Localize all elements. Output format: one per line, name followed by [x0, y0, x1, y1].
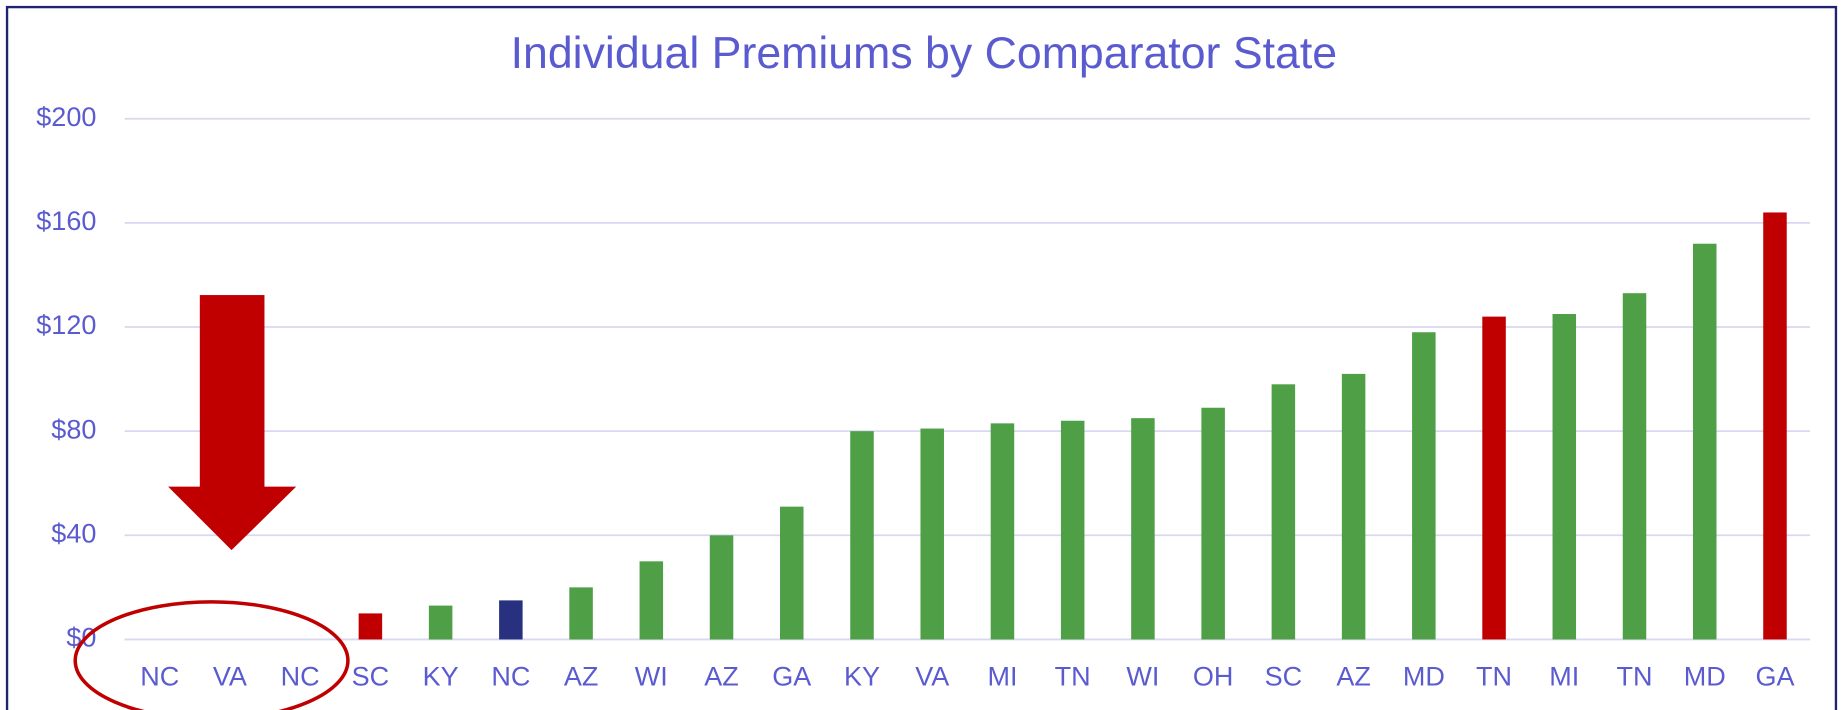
bar — [1622, 293, 1647, 640]
y-tick-label: $120 — [36, 310, 96, 340]
x-tick-label: WI — [1126, 661, 1159, 691]
y-tick-label: $80 — [51, 414, 96, 444]
x-tick-label: AZ — [1336, 661, 1371, 691]
bar — [850, 431, 874, 640]
x-tick-label: KY — [423, 661, 459, 691]
bar — [499, 600, 523, 640]
x-tick-label: MI — [1549, 661, 1579, 691]
x-tick-label: NC — [491, 661, 530, 691]
bar — [1412, 332, 1436, 640]
x-tick-label: GA — [1755, 661, 1794, 691]
bar — [780, 506, 804, 640]
x-tick-label: VA — [213, 661, 247, 691]
bar — [428, 605, 453, 640]
bar — [639, 561, 664, 640]
bar — [1482, 316, 1506, 640]
x-tick-label: MD — [1684, 661, 1726, 691]
bar — [1552, 314, 1577, 640]
arrow-head — [168, 486, 297, 551]
x-tick-label: SC — [1265, 661, 1303, 691]
bar — [1201, 407, 1225, 640]
plot-area: $0 $40 $80 $120 $160 $200 NC VA NC SC KY NC AZ WI AZ GA… — [36, 102, 1811, 691]
x-tick-label: MD — [1403, 661, 1445, 691]
x-tick-label: NC — [140, 661, 179, 691]
x-tick-label: OH — [1193, 661, 1234, 691]
bar — [1341, 373, 1366, 640]
x-tick-label: AZ — [564, 661, 599, 691]
x-tick-label: TN — [1055, 661, 1091, 691]
bar — [709, 535, 734, 640]
y-tick-label: $40 — [51, 518, 96, 548]
bar — [358, 613, 383, 640]
x-tick-label: TN — [1617, 661, 1653, 691]
y-tick-label: $160 — [36, 206, 96, 236]
x-tick-label: SC — [352, 661, 390, 691]
y-tick-label: $0 — [66, 623, 96, 653]
chart-frame — [5, 5, 1838, 710]
x-tick-label: NC — [281, 661, 320, 691]
bar — [920, 428, 944, 640]
y-tick-label: $200 — [36, 102, 96, 132]
bar — [1692, 243, 1717, 640]
bar — [1060, 420, 1085, 640]
chart-title: Individual Premiums by Comparator State — [511, 29, 1338, 78]
bar — [990, 423, 1015, 640]
bar — [1131, 418, 1155, 640]
bar — [1271, 384, 1296, 640]
bar — [1763, 212, 1787, 640]
x-tick-label: MI — [987, 661, 1017, 691]
x-tick-label: KY — [844, 661, 880, 691]
x-tick-label: VA — [915, 661, 949, 691]
x-tick-label: TN — [1476, 661, 1512, 691]
x-tick-label: WI — [635, 661, 668, 691]
x-tick-label: GA — [772, 661, 811, 691]
x-tick-label: AZ — [704, 661, 739, 691]
highlight-ellipse — [73, 600, 350, 710]
arrow-shaft — [199, 295, 265, 488]
bar — [569, 587, 593, 640]
